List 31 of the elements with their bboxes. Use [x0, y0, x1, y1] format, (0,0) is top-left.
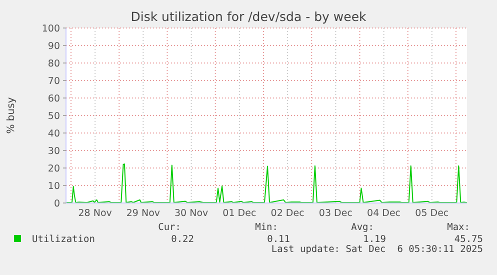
text: Cur:	[158, 222, 181, 233]
text: Avg:	[351, 222, 374, 233]
y-tick-label: 80	[48, 58, 60, 70]
text: 0.22	[171, 234, 194, 245]
y-tick-label: 20	[48, 163, 60, 174]
y-tick-label: 100	[42, 23, 60, 34]
text: 45.75	[454, 234, 483, 245]
text: Max:	[447, 222, 470, 233]
y-tick-label: 40	[48, 128, 60, 140]
text: 1.19	[363, 234, 386, 245]
text: Min:	[255, 222, 278, 233]
legend-label: Utilization	[32, 234, 95, 245]
y-tick-label: 60	[48, 93, 60, 104]
x-tick-label: 30 Nov	[174, 208, 209, 219]
text: 0.11	[267, 234, 290, 245]
text: Last update: Sat Dec 6 05:30:11 2025	[271, 244, 483, 255]
x-tick-label: 03 Dec	[318, 208, 352, 219]
chart-title: Disk utilization for /dev/sda - by week	[130, 9, 368, 24]
y-tick-label: 90	[48, 40, 60, 52]
x-tick-label: 29 Nov	[126, 208, 160, 219]
y-tick-label: 50	[48, 110, 60, 122]
x-tick-label: 01 Dec	[222, 208, 256, 219]
x-tick-label: 02 Dec	[270, 208, 304, 219]
y-tick-label: 10	[48, 180, 60, 192]
x-tick-label: 05 Dec	[415, 208, 449, 219]
x-tick-label: 28 Nov	[78, 208, 112, 219]
y-tick-label: 30	[48, 146, 60, 157]
y-tick-label: 0	[54, 198, 60, 210]
y-tick-label: 70	[48, 76, 60, 87]
y-axis-title: % busy	[6, 97, 17, 134]
x-tick-label: 04 Dec	[367, 208, 401, 219]
